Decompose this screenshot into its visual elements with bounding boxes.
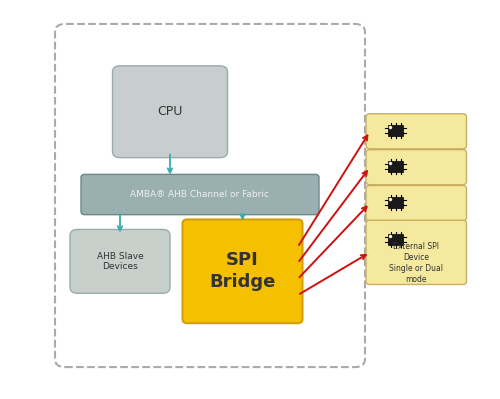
FancyBboxPatch shape [366, 150, 466, 185]
FancyBboxPatch shape [366, 186, 466, 221]
FancyBboxPatch shape [388, 197, 404, 208]
FancyBboxPatch shape [388, 161, 404, 172]
FancyBboxPatch shape [388, 234, 404, 245]
Text: AHB Slave
Devices: AHB Slave Devices [96, 252, 144, 271]
FancyBboxPatch shape [112, 66, 228, 158]
Text: AMBA® AHB Channel or Fabric: AMBA® AHB Channel or Fabric [130, 190, 270, 199]
FancyBboxPatch shape [182, 219, 302, 323]
Text: CPU: CPU [158, 105, 182, 118]
Text: SPI
Bridge: SPI Bridge [210, 251, 276, 291]
FancyBboxPatch shape [81, 174, 319, 215]
FancyBboxPatch shape [366, 220, 466, 284]
FancyBboxPatch shape [366, 114, 466, 149]
FancyBboxPatch shape [70, 229, 170, 293]
Text: External SPI
Device
Single or Dual
mode: External SPI Device Single or Dual mode [389, 242, 444, 284]
FancyBboxPatch shape [388, 125, 404, 136]
